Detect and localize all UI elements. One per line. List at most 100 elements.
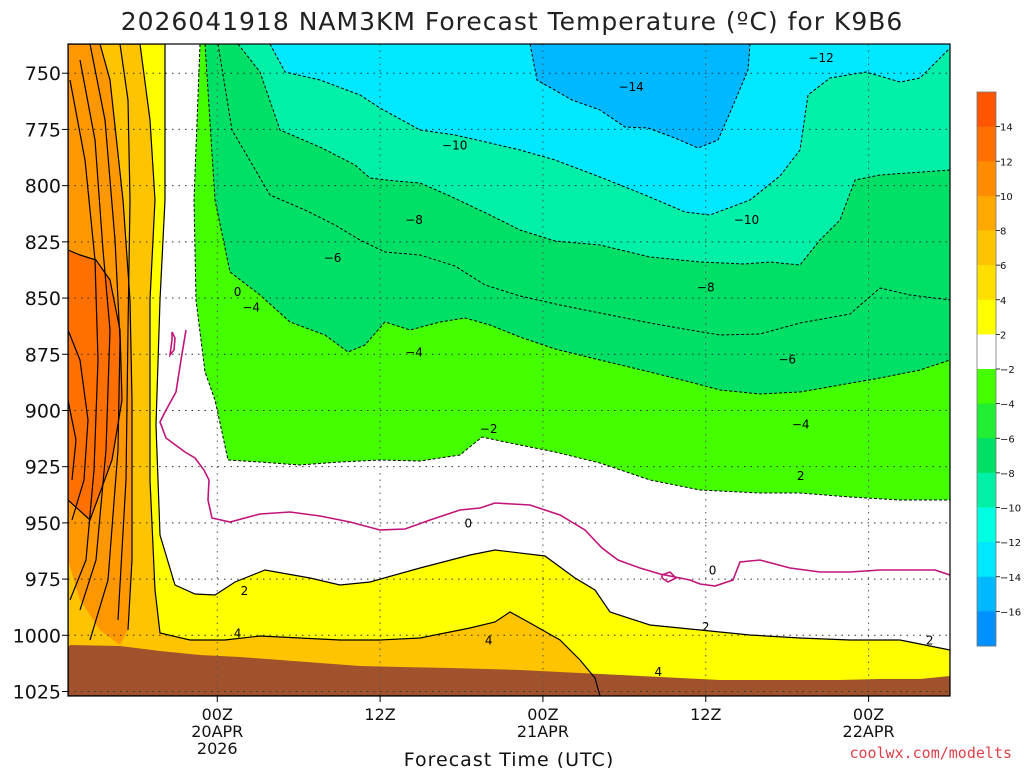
y-tick-label: 775 <box>25 119 61 141</box>
colorbar-tick-label: 8 <box>1000 227 1006 238</box>
contour-label: −8 <box>405 213 423 227</box>
contour-zero <box>159 329 950 587</box>
colorbar-tick-label: 6 <box>1000 261 1006 272</box>
colorbar-swatch <box>977 126 996 162</box>
x-tick-label: 12Z <box>690 705 721 724</box>
contour-label: −4 <box>792 417 810 431</box>
band-ground <box>68 645 950 696</box>
colorbar-swatch <box>977 507 996 543</box>
colorbar-tick-label: −12 <box>1000 538 1021 549</box>
contour-warm-inner <box>79 59 111 611</box>
colorbar-tick-label: −4 <box>1000 400 1015 411</box>
colorbar-swatch <box>977 472 996 508</box>
x-tick-year: 2026 <box>197 739 238 758</box>
contour-label: 0 <box>709 564 717 578</box>
contour-cold14 <box>529 44 751 149</box>
x-tick-date: 21APR <box>517 722 569 741</box>
colorbar-swatch <box>977 438 996 474</box>
contour-label: −6 <box>324 251 342 265</box>
contour-zero-islet <box>661 571 678 583</box>
chart-title: 2026041918 NAM3KM Forecast Temperature (… <box>121 7 904 36</box>
x-tick-label: 00Z <box>527 705 558 724</box>
y-tick-label: 900 <box>25 400 61 422</box>
contour-labels: −14 −12 −10 −10 −8 −8 −6 −6 −4 −4 −4 −2 0 0 0 2 2 2 2 4 4 4 <box>234 51 934 679</box>
contour-label: −2 <box>480 422 498 436</box>
colorbar-swatch <box>977 611 996 647</box>
y-tick-label: 850 <box>25 288 61 310</box>
contour-warm-inner <box>68 399 77 481</box>
y-tick-label: 1025 <box>13 682 61 704</box>
colorbar-swatch <box>977 299 996 335</box>
x-axis-label: Forecast Time (UTC) <box>404 749 614 768</box>
y-tick-label: 925 <box>25 457 61 479</box>
contour-label: −12 <box>808 51 833 65</box>
band-cold12 <box>270 44 950 215</box>
y-tick-label: 800 <box>25 176 61 198</box>
contour-cold10 <box>237 44 950 266</box>
y-tick-label: 975 <box>25 569 61 591</box>
contour-warm-inner <box>99 44 133 631</box>
contour-warm-inner <box>68 249 123 522</box>
x-tick-label: 00Z <box>853 705 884 724</box>
contour-label: 0 <box>464 516 472 530</box>
y-tick-label: 750 <box>25 63 61 85</box>
colorbar-swatch <box>977 403 996 439</box>
contour-warm2 <box>68 44 950 696</box>
contour-label: −10 <box>734 213 759 227</box>
colorbar-tick-label: −16 <box>1000 607 1021 618</box>
colorbar-swatch <box>977 369 996 405</box>
contour-label: 4 <box>654 665 662 679</box>
credit-text: coolwx.com/modelts <box>849 744 1012 762</box>
colorbar-swatch <box>977 265 996 301</box>
colorbar-swatch <box>977 161 996 197</box>
colorbar-swatch <box>977 92 996 128</box>
contour-label: −8 <box>697 280 715 294</box>
x-tick-date: 20APR <box>191 722 243 741</box>
contour-label: 2 <box>702 620 710 634</box>
contour-warm-inner <box>117 44 131 621</box>
contour-cold12 <box>269 44 950 216</box>
contour-label: −10 <box>442 139 467 153</box>
colorbar-tick-label: 10 <box>1000 192 1013 203</box>
colorbar-tick-label: 4 <box>1000 296 1006 307</box>
contour-warm4 <box>68 44 601 696</box>
colorbar-swatch <box>977 334 996 370</box>
colorbar: 14 12 10 8 6 4 2 −2 −4 −6 −8 −10 −12 −14 −16 <box>976 91 1021 647</box>
plot-area: −14 −12 −10 −10 −8 −8 −6 −6 −4 −4 −4 −2 0 0 0 2 2 2 2 4 4 4 <box>68 44 950 696</box>
band-cold14 <box>530 44 750 148</box>
contour-label: 2 <box>926 633 934 647</box>
contour-cold4 <box>193 44 950 501</box>
colorbar-tick-label: −2 <box>1000 365 1015 376</box>
contour-label: 2 <box>241 584 249 598</box>
gridlines <box>68 44 950 696</box>
colorbar-tick-label: −14 <box>1000 573 1021 584</box>
x-tick-label: 00Z <box>202 705 233 724</box>
contour-zero-islet <box>168 331 176 358</box>
y-tick-label: 875 <box>25 344 61 366</box>
colorbar-tick-label: −10 <box>1000 504 1021 515</box>
colorbar-swatch <box>977 542 996 578</box>
colorbar-swatch <box>977 195 996 231</box>
temperature-bands <box>68 44 950 696</box>
contour-warm-inner <box>68 329 89 521</box>
contour-label: 2 <box>797 469 805 483</box>
colorbar-swatch <box>977 576 996 612</box>
x-tick-label: 12Z <box>364 705 395 724</box>
y-tick-label: 825 <box>25 232 61 254</box>
plot-frame <box>67 43 951 697</box>
contour-cold6 <box>204 44 950 395</box>
contour-warm-inner <box>69 79 99 601</box>
temperature-contours <box>68 44 950 696</box>
colorbar-tick-label: 12 <box>1000 157 1013 168</box>
y-axis: 750 775 800 825 850 875 900 925 950 975 1000 1025 <box>13 63 68 704</box>
contour-label: 4 <box>485 633 493 647</box>
contour-label: −4 <box>242 301 260 315</box>
colorbar-swatch <box>977 230 996 266</box>
colorbar-tick-label: 2 <box>1000 330 1006 341</box>
contour-label: −4 <box>405 346 423 360</box>
contour-label: 4 <box>234 627 242 641</box>
contour-label: 0 <box>234 285 242 299</box>
contour-label: −6 <box>778 352 796 366</box>
colorbar-tick-label: −8 <box>1000 469 1015 480</box>
